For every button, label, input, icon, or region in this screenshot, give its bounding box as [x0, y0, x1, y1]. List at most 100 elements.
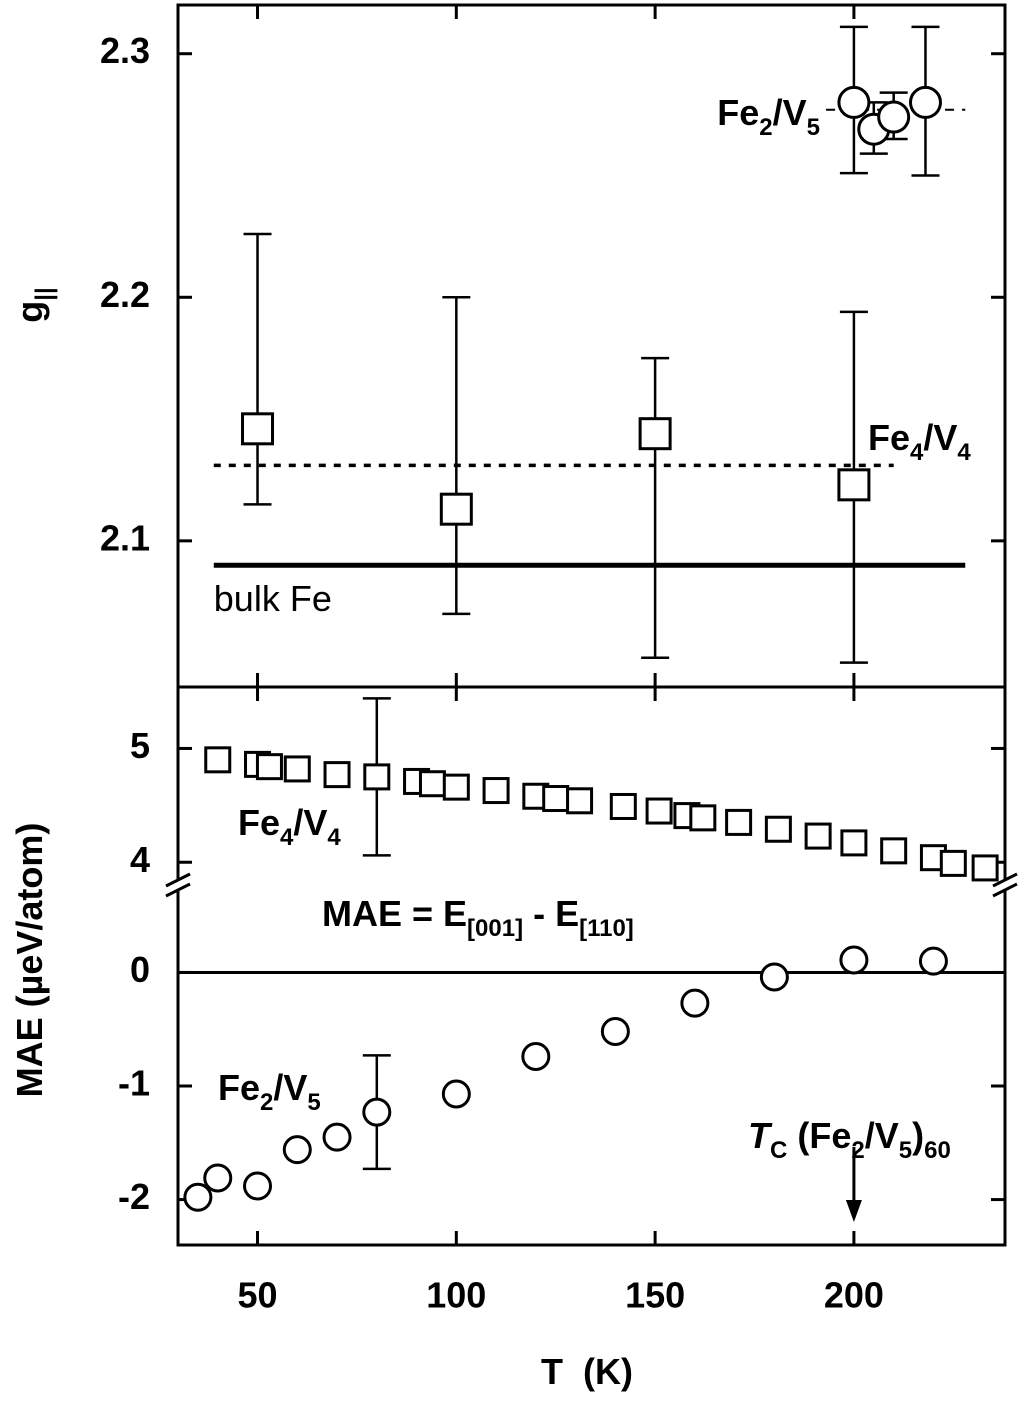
square-marker: [255, 753, 283, 781]
series-label-part: 4: [910, 439, 924, 466]
square-marker: [837, 468, 871, 502]
error-bar: [243, 232, 272, 506]
square-marker: [880, 837, 908, 865]
series-label: Fe2/V5: [717, 92, 820, 141]
circle-marker: [362, 1097, 392, 1127]
circle-marker: [680, 988, 710, 1018]
x-tick-label: 200: [824, 1275, 884, 1316]
series-label-part: /V: [923, 417, 957, 458]
y-tick-label: 2.3: [100, 30, 150, 71]
square-marker: [439, 492, 473, 526]
annotation-part: MAE = E: [322, 893, 467, 934]
line-label: bulk Fe: [214, 578, 332, 619]
square-marker: [939, 849, 967, 877]
series-label: Fe4/V4: [868, 417, 971, 466]
square-marker: [241, 412, 275, 446]
axis-break-mark: [165, 872, 1018, 898]
square-marker: [442, 773, 470, 801]
circle-marker: [918, 946, 948, 976]
circle-marker: [282, 1135, 312, 1165]
square-marker: [542, 785, 570, 813]
square-marker: [840, 829, 868, 857]
annotation-part: /V: [865, 1115, 899, 1156]
y-tick-label: -2: [118, 1176, 150, 1217]
square-marker: [204, 746, 232, 774]
x-tick-label: 100: [426, 1275, 486, 1316]
annotation-part: T: [748, 1115, 773, 1156]
x-tick-label: 150: [625, 1275, 685, 1316]
series-label-part: 5: [807, 114, 820, 141]
square-marker: [725, 808, 753, 836]
circle-marker: [441, 1079, 471, 1109]
error-bar: [641, 356, 670, 660]
square-marker: [804, 822, 832, 850]
y-axis-label-part: g: [9, 301, 50, 323]
square-marker: [971, 854, 999, 882]
annotation-part: [110]: [579, 915, 634, 942]
plot-frame: [176, 3, 1007, 1247]
annotation-part: [001]: [467, 915, 523, 942]
circle-marker: [521, 1041, 551, 1071]
square-marker: [482, 777, 510, 805]
annotation-part: C: [770, 1137, 787, 1164]
square-marker: [689, 804, 717, 832]
y-axis-label-part: ||: [31, 287, 58, 300]
annotation-part: (Fe: [787, 1115, 851, 1156]
circle-marker: [877, 100, 911, 134]
circle-marker: [203, 1163, 233, 1193]
circle-marker: [837, 85, 871, 119]
square-marker: [418, 770, 446, 798]
circle-marker: [839, 945, 869, 975]
series-label-part: 4: [327, 824, 341, 851]
series-label-part: Fe: [868, 417, 910, 458]
square-marker: [283, 755, 311, 783]
y-axis-label: g||: [9, 287, 58, 322]
circle-marker: [243, 1171, 273, 1201]
series-label-part: 4: [957, 439, 971, 466]
y-tick-label: 2.1: [100, 517, 150, 558]
series-label: Fe4/V4: [238, 802, 341, 851]
x-axis-label: T (K): [541, 1351, 633, 1392]
annotation: MAE = E[001] - E[110]: [322, 893, 634, 942]
y-axis-label-part: MAE (µeV/atom): [9, 823, 50, 1098]
square-marker: [323, 761, 351, 789]
circle-marker: [759, 962, 789, 992]
y-tick-label: 5: [130, 725, 150, 766]
y-tick-label: 4: [130, 839, 150, 880]
y-tick-label: 2.2: [100, 274, 150, 315]
line-label-part: bulk Fe: [214, 578, 332, 619]
series-label-part: Fe: [717, 92, 759, 133]
series-label-part: 4: [280, 824, 294, 851]
square-marker: [638, 417, 672, 451]
series-label-part: /V: [273, 1067, 307, 1108]
annotation-part: 5: [899, 1137, 912, 1164]
series-label: Fe2/V5: [218, 1067, 321, 1116]
series-label-part: /V: [293, 802, 327, 843]
series-label-part: 5: [307, 1089, 320, 1116]
annotation: TC (Fe2/V5)60: [748, 1115, 951, 1164]
annotation-part: - E: [523, 893, 579, 934]
circle-marker: [908, 85, 942, 119]
circle-marker: [322, 1122, 352, 1152]
annotation-part: 60: [924, 1137, 951, 1164]
square-marker: [566, 787, 594, 815]
circle-marker: [183, 1182, 213, 1212]
series-label-part: 2: [759, 114, 772, 141]
series-label-part: Fe: [238, 802, 280, 843]
circle-marker: [600, 1016, 630, 1046]
annotation-part: ): [912, 1115, 924, 1156]
series-label-part: Fe: [218, 1067, 260, 1108]
square-marker: [645, 797, 673, 825]
arrow-head: [845, 1200, 862, 1222]
x-axis-label-part: T (K): [541, 1351, 633, 1392]
y-tick-label: 0: [130, 949, 150, 990]
y-axis-label: MAE (µeV/atom): [9, 823, 50, 1098]
x-tick-label: 50: [237, 1275, 277, 1316]
error-bar: [442, 296, 471, 616]
series-label-part: /V: [773, 92, 807, 133]
series-label-part: 2: [260, 1089, 273, 1116]
square-marker: [764, 815, 792, 843]
square-marker: [609, 792, 637, 820]
square-marker: [363, 763, 391, 791]
